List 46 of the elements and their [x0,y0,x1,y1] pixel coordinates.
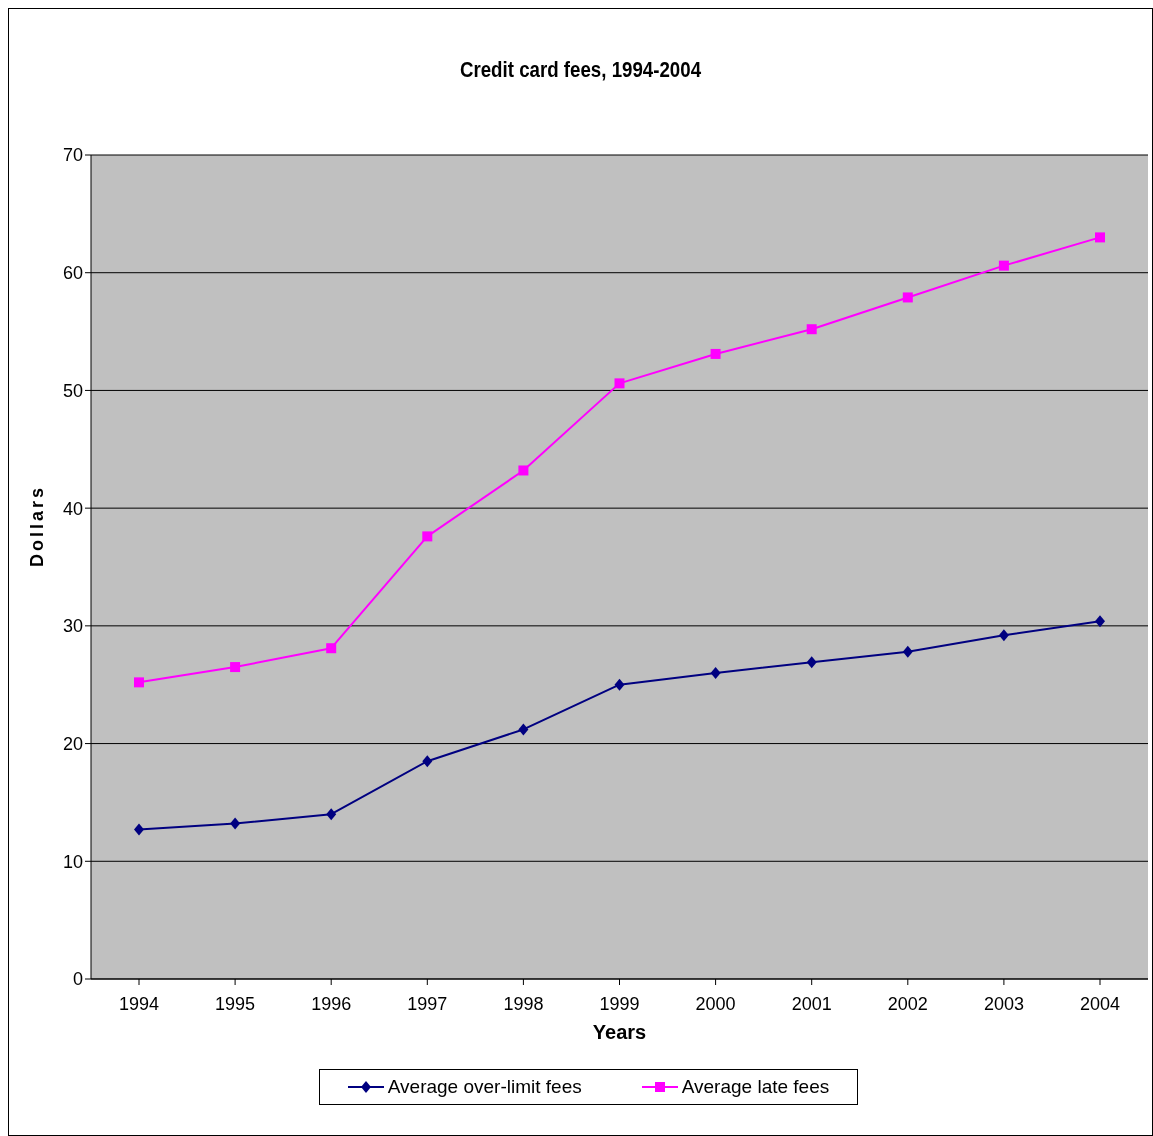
y-tick-label: 20 [62,733,83,754]
x-tick-label: 1997 [407,993,448,1014]
point [1095,232,1105,243]
point [806,656,817,669]
legend-label: Average over-limit fees [387,1076,582,1098]
y-axis-title: Dollars [27,484,48,567]
point [998,629,1009,642]
point [230,662,241,673]
point [518,723,529,736]
x-tick-label: 2004 [1079,993,1121,1014]
y-tick-label: 10 [62,851,83,872]
point [134,823,144,836]
x-tick-label: 2000 [695,993,736,1014]
point [422,531,433,542]
y-tick-label: 30 [62,616,83,637]
y-tick-label: 70 [62,145,83,166]
point [1095,615,1105,628]
x-tick-label: 2002 [887,993,928,1014]
y-tick-label: 60 [62,263,83,284]
x-tick-label: 2003 [983,993,1024,1014]
point [998,260,1009,271]
y-tick-label: 50 [62,380,83,401]
chart-title: Credit card fees, 1994-2004 [458,57,703,83]
x-tick-label: 2001 [791,993,832,1014]
point [902,292,913,303]
x-axis-title: Years [592,1021,647,1043]
x-tick-label: 1998 [503,993,544,1014]
x-tick-label: 1999 [599,993,640,1014]
point [902,645,913,658]
x-tick-label: 1994 [118,993,160,1014]
point [806,324,817,335]
y-tick-label: 0 [72,969,83,990]
point [422,755,433,768]
point [134,677,144,688]
x-tick-label: 1995 [215,993,256,1014]
point [326,808,337,821]
point [710,348,721,359]
point [326,643,337,654]
point [614,378,625,389]
x-tick-label: 1996 [311,993,352,1014]
point [710,666,721,679]
legend-label: Average late fees [681,1076,830,1098]
y-tick-label: 40 [62,498,83,519]
point [518,465,529,476]
point [230,817,241,830]
point [614,678,625,691]
